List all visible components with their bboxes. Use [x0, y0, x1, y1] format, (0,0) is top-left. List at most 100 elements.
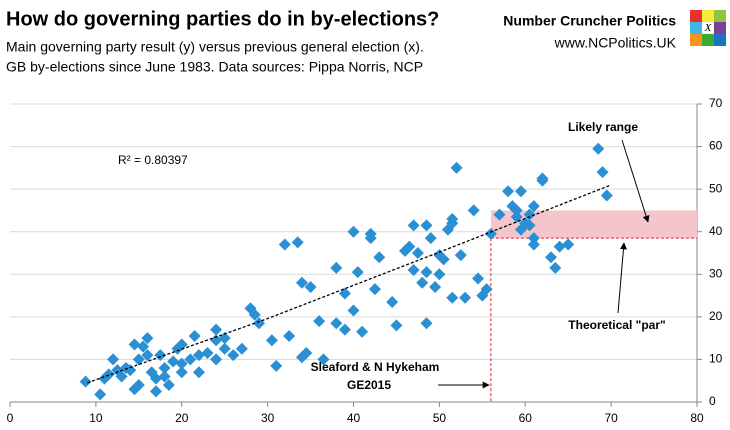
logo-text: X	[704, 22, 713, 34]
point	[188, 330, 201, 343]
point	[141, 332, 154, 345]
point	[124, 364, 137, 377]
point	[446, 217, 459, 230]
point	[356, 325, 369, 338]
point	[132, 353, 145, 366]
point	[132, 378, 145, 391]
y-tick-label: 60	[709, 139, 723, 153]
point	[128, 338, 141, 351]
point	[347, 225, 360, 238]
point	[218, 342, 231, 355]
logo: X	[690, 10, 726, 46]
point	[338, 323, 351, 336]
x-tick-label: 30	[261, 411, 275, 425]
point	[514, 185, 527, 198]
brand-name: Number Cruncher Politics	[503, 13, 676, 29]
point	[523, 219, 536, 232]
par-label: Theoretical "par"	[568, 318, 665, 332]
point	[420, 266, 433, 279]
likely-range-label: Likely range	[568, 120, 638, 134]
point	[596, 166, 609, 179]
point	[368, 283, 381, 296]
point	[235, 342, 248, 355]
point	[201, 347, 214, 360]
point	[107, 353, 120, 366]
point	[102, 368, 115, 381]
point	[265, 334, 278, 347]
point	[600, 189, 613, 202]
point	[175, 338, 188, 351]
x-tick-label: 0	[7, 411, 14, 425]
point	[429, 281, 442, 294]
point	[433, 268, 446, 281]
point	[420, 219, 433, 232]
point	[407, 219, 420, 232]
point	[407, 264, 420, 277]
point	[592, 142, 605, 155]
point	[137, 340, 150, 353]
point	[141, 349, 154, 362]
subtitle: GB by-elections since June 1983. Data so…	[6, 59, 423, 75]
y-tick-label: 40	[709, 224, 723, 238]
point	[210, 334, 223, 347]
point	[553, 240, 566, 253]
x-tick-label: 40	[347, 411, 361, 425]
point	[149, 372, 162, 385]
point	[493, 208, 506, 221]
y-tick-label: 0	[709, 394, 716, 408]
point	[364, 232, 377, 245]
point	[330, 261, 343, 274]
point	[291, 236, 304, 249]
point	[192, 366, 205, 379]
x-tick-label: 80	[690, 411, 704, 425]
point	[484, 227, 497, 240]
point	[304, 281, 317, 294]
x-tick-label: 20	[175, 411, 189, 425]
point	[467, 204, 480, 217]
subtitle: Main governing party result (y) versus p…	[6, 39, 424, 55]
point	[562, 238, 575, 251]
point	[317, 353, 330, 366]
point	[424, 232, 437, 245]
x-tick-label: 70	[604, 411, 618, 425]
point	[175, 366, 188, 379]
x-tick-label: 60	[519, 411, 533, 425]
point	[416, 276, 429, 289]
point	[210, 353, 223, 366]
point	[175, 357, 188, 370]
point	[158, 361, 171, 374]
point	[295, 276, 308, 289]
point	[300, 347, 313, 360]
y-tick-label: 10	[709, 352, 723, 366]
x-tick-label: 50	[433, 411, 447, 425]
point	[480, 283, 493, 296]
point	[459, 291, 472, 304]
point	[373, 251, 386, 264]
point	[386, 295, 399, 308]
point	[79, 375, 92, 388]
trendline	[87, 184, 612, 384]
point	[270, 359, 283, 372]
point	[244, 302, 257, 315]
arrow	[621, 139, 650, 223]
point	[545, 251, 558, 264]
point	[527, 238, 540, 251]
point	[446, 291, 459, 304]
point	[192, 349, 205, 362]
chart-title: How do governing parties do in by-electi…	[6, 8, 439, 30]
point	[454, 249, 467, 262]
arrow	[617, 242, 627, 314]
point	[450, 161, 463, 174]
point	[536, 172, 549, 185]
point	[167, 355, 180, 368]
point	[437, 253, 450, 266]
point	[549, 261, 562, 274]
y-tick-label: 20	[709, 309, 723, 323]
sleaford-label: GE2015	[347, 378, 391, 392]
point	[347, 304, 360, 317]
x-tick-label: 10	[89, 411, 103, 425]
point	[149, 385, 162, 398]
point	[472, 272, 485, 285]
